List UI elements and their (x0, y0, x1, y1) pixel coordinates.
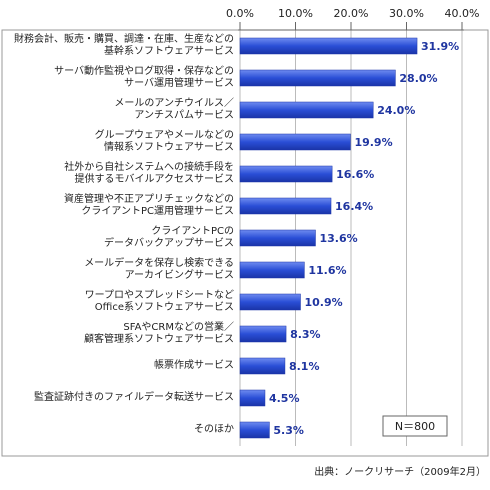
y-tick-label: 帳票作成サービス (154, 360, 234, 371)
value-label: 4.5% (269, 392, 300, 405)
bar (239, 101, 374, 119)
bar (239, 37, 418, 55)
y-tick-label: ワープロやスプレッドシートなど Office系ソフトウェアサービス (84, 290, 234, 313)
x-tick-label: 20.0% (334, 7, 369, 20)
y-tick-label: メールデータを保存し検索できる アーカイビングサービス (84, 258, 234, 281)
y-tick-label: SFAやCRMなどの営業／ 顧客管理系ソフトウェアサービス (84, 322, 234, 345)
bar (239, 165, 333, 183)
y-tick-label: 社外から自社システムへの接続手段を 提供するモバイルアクセスサービス (64, 162, 234, 185)
bar (239, 357, 286, 375)
value-label: 16.4% (335, 200, 373, 213)
value-label: 16.6% (336, 168, 374, 181)
bar (239, 389, 266, 407)
y-tick-label: メールのアンチウイルス／ アンチスパムサービス (114, 98, 234, 121)
value-label: 8.1% (289, 360, 320, 373)
x-tick-label: 40.0% (445, 7, 480, 20)
bar (239, 133, 351, 151)
y-tick-label: そのほか (194, 424, 234, 435)
x-tick-label: 0.0% (226, 7, 254, 20)
value-label: 11.6% (308, 264, 346, 277)
value-label: 19.9% (354, 136, 392, 149)
y-tick-label: 監査証跡付きのファイルデータ転送サービス (34, 392, 234, 403)
value-label: 8.3% (290, 328, 321, 341)
value-label: 10.9% (304, 296, 342, 309)
bar (239, 421, 270, 439)
value-label: 13.6% (319, 232, 357, 245)
bar (239, 229, 316, 247)
x-tick-label: 30.0% (389, 7, 424, 20)
source: 出典：ノークリサーチ（2009年2月） (314, 465, 486, 478)
y-tick-label: グループウェアやメールなどの 情報系ソフトウェアサービス (94, 130, 234, 153)
value-label: 5.3% (273, 424, 304, 437)
n-box (382, 415, 448, 437)
bar (239, 325, 287, 343)
y-tick-label: 資産管理や不正アプリチェックなどの クライアントPC運用管理サービス (64, 194, 234, 217)
bar (239, 197, 332, 215)
y-tick-label: 財務会計、販売・購買、調達・在庫、生産などの 基幹系ソフトウェアサービス (14, 34, 234, 57)
value-label: 24.0% (377, 104, 415, 117)
bar (239, 69, 396, 87)
value-label: 31.9% (421, 40, 459, 53)
y-tick-label: サーバ動作監視やログ取得・保存などの サーバ運用管理サービス (54, 66, 234, 89)
value-label: 28.0% (399, 72, 437, 85)
bar (239, 293, 301, 311)
annotation: N＝800 (395, 420, 435, 433)
x-tick-label: 10.0% (278, 7, 313, 20)
bar (239, 261, 305, 279)
y-tick-label: クライアントPCの データバックアップサービス (104, 226, 234, 249)
